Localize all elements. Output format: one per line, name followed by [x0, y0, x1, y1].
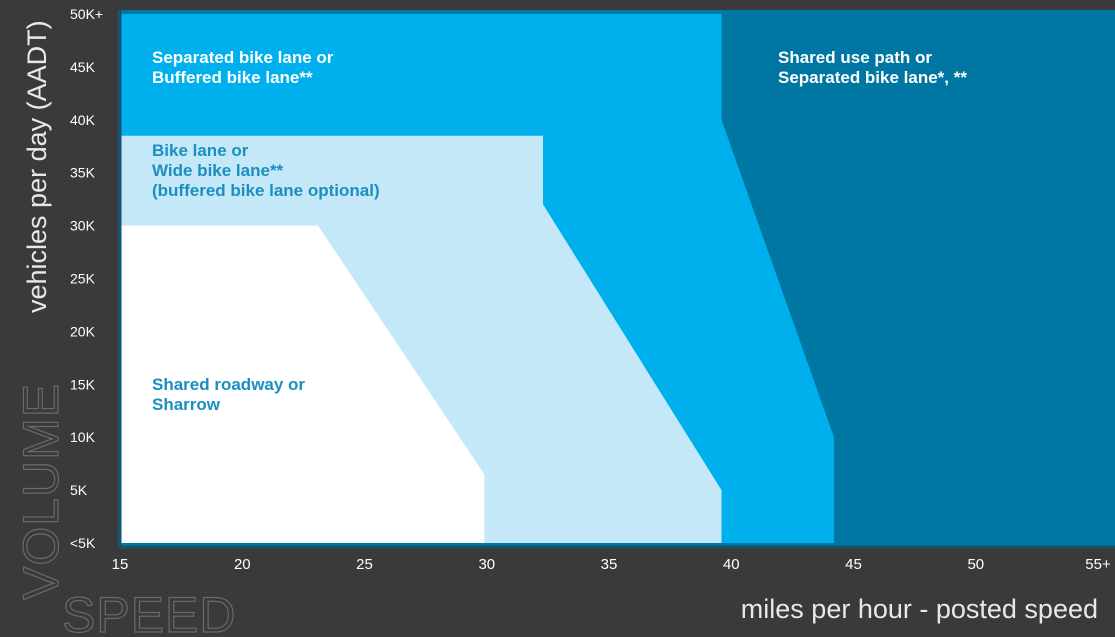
x-tick-label: 40: [723, 556, 740, 573]
x-tick-label: 15: [112, 556, 129, 573]
zone-label-separated-bike-lane: Separated bike lane or Buffered bike lan…: [152, 48, 333, 88]
zone-label-line: Wide bike lane**: [152, 161, 284, 180]
y-tick-label: 25K: [70, 271, 96, 287]
y-tick-label: 5K: [70, 482, 88, 498]
x-tick-label: 55+: [1085, 556, 1111, 573]
y-tick-label: 30K: [70, 218, 96, 234]
x-tick-label: 20: [234, 556, 251, 573]
x-tick-label: 45: [845, 556, 862, 573]
x-tick-label: 30: [478, 556, 495, 573]
y-tick-labels: <5K 5K 10K 15K 20K 25K 30K 35K 40K 45K 50K+: [70, 6, 103, 551]
y-tick-label: 20K: [70, 323, 96, 339]
zone-label-line: (buffered bike lane optional): [152, 181, 380, 200]
zone-label-line: Separated bike lane or: [152, 48, 334, 67]
y-tick-label: 15K: [70, 376, 96, 392]
y-tick-label: 50K+: [70, 6, 103, 22]
zone-label-bike-lane: Bike lane or Wide bike lane** (buffered …: [152, 141, 380, 201]
x-tick-labels: 15 20 25 30 35 40 45 50 55+: [112, 556, 1111, 573]
y-tick-label: 45K: [70, 59, 96, 75]
x-tick-label: 25: [356, 556, 373, 573]
zone-label-shared-roadway: Shared roadway or Sharrow: [152, 375, 305, 415]
zone-label-line: Sharrow: [152, 395, 221, 414]
y-tick-label: 40K: [70, 112, 96, 128]
y-tick-label: <5K: [70, 535, 96, 551]
x-tick-label: 50: [967, 556, 984, 573]
y-axis-caption: vehicles per day (AADT): [22, 20, 52, 313]
x-tick-label: 35: [601, 556, 618, 573]
x-axis-big-label: SPEED: [62, 587, 237, 637]
zone-label-line: Buffered bike lane**: [152, 68, 313, 87]
y-tick-label: 35K: [70, 165, 96, 181]
zone-label-line: Shared roadway or: [152, 375, 306, 394]
zone-shared-roadway: [120, 225, 485, 543]
x-axis-caption: miles per hour - posted speed: [741, 594, 1098, 624]
zone-label-line: Separated bike lane*, **: [778, 68, 967, 87]
zone-label-line: Bike lane or: [152, 141, 249, 160]
y-tick-label: 10K: [70, 429, 96, 445]
zone-label-line: Shared use path or: [778, 48, 932, 67]
y-axis-big-label: VOLUME: [13, 383, 69, 600]
zone-label-shared-use-path: Shared use path or Separated bike lane*,…: [778, 48, 967, 88]
